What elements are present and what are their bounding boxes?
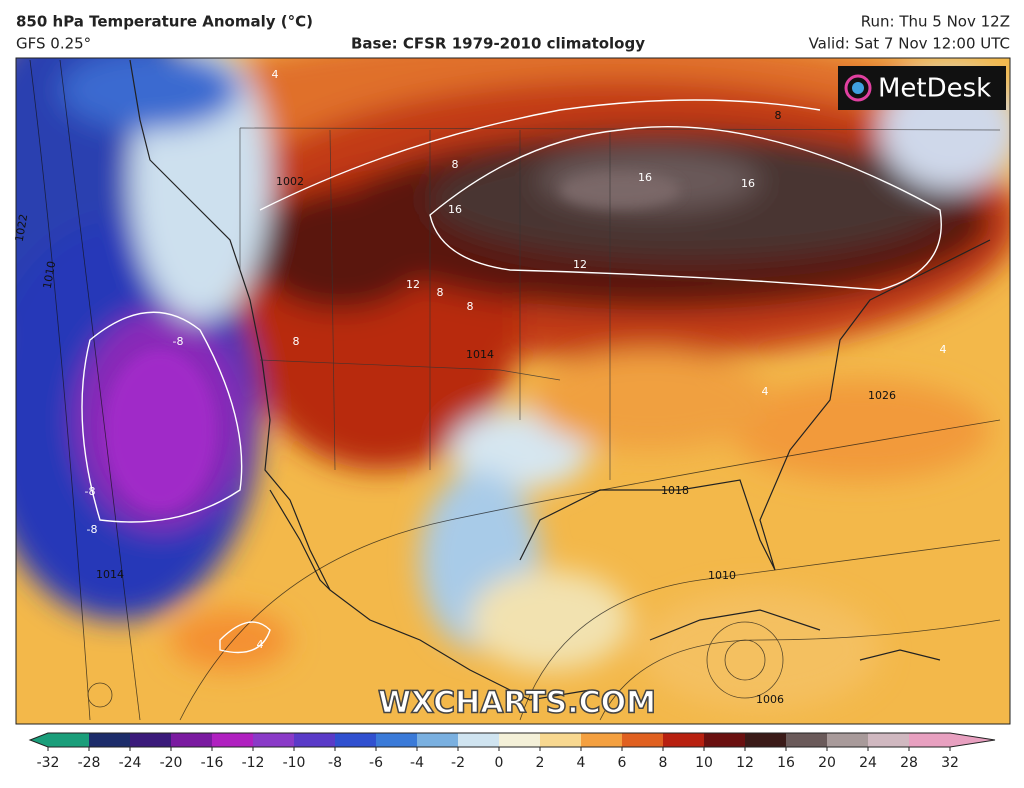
colorbar-extend-low	[30, 733, 48, 747]
contour-label: 8	[775, 109, 782, 122]
contour-label: 1002	[276, 175, 304, 188]
colorbar-segment	[89, 733, 131, 747]
contour-label: 1026	[868, 389, 896, 402]
colorbar-segment	[171, 733, 213, 747]
contour-label: 16	[448, 203, 462, 216]
run-label: Run: Thu 5 Nov 12Z	[861, 13, 1010, 31]
contour-label: -8	[85, 485, 96, 498]
colorbar-tick-label: -32	[37, 755, 60, 771]
map-area	[16, 58, 1010, 724]
colorbar-extend-high	[950, 733, 995, 747]
colorbar-segment	[376, 733, 418, 747]
contour-label: 8	[437, 286, 444, 299]
colorbar-tick-label: 8	[659, 755, 668, 771]
colorbar-tick-label: -2	[451, 755, 465, 771]
colorbar-segment	[868, 733, 910, 747]
contour-label: 1006	[756, 693, 784, 706]
colorbar-tick-label: -28	[78, 755, 101, 771]
contour-label: 1014	[96, 568, 124, 581]
colorbar-tick-label: 24	[859, 755, 877, 771]
colorbar-segment	[130, 733, 172, 747]
colorbar-tick-label: -20	[160, 755, 183, 771]
colorbar-segment	[663, 733, 705, 747]
colorbar-tick-label: -24	[119, 755, 142, 771]
contour-label: 16	[638, 171, 652, 184]
contour-label: 1010	[41, 260, 59, 290]
colorbar-segment	[253, 733, 295, 747]
colorbar-segment	[499, 733, 541, 747]
colorbar-tick-label: -12	[242, 755, 265, 771]
base-label: Base: CFSR 1979-2010 climatology	[351, 35, 645, 53]
contour-label: 4	[940, 343, 947, 356]
watermark: WXCHARTS.COM	[378, 686, 656, 721]
colorbar-segment	[827, 733, 869, 747]
colorbar-tick-label: 20	[818, 755, 836, 771]
colorbar-segment	[581, 733, 623, 747]
colorbar-segment	[540, 733, 582, 747]
coastlines	[129, 59, 991, 701]
colorbar-segment	[48, 733, 90, 747]
contour-label: 4	[272, 68, 279, 81]
colorbar-tick-label: 0	[495, 755, 504, 771]
map-frame	[15, 57, 1011, 725]
logo-mark	[844, 74, 872, 102]
contour-label: 4	[257, 638, 264, 651]
contour-label: 1018	[661, 484, 689, 497]
colorbar-tick-label: -6	[369, 755, 383, 771]
contour-label: 12	[406, 278, 420, 291]
colorbar-segment	[704, 733, 746, 747]
colorbar-segment	[335, 733, 377, 747]
contour-labels: 1002 8 16 16 16 12 12 8 8 8 1014 1018 1022 1010 1026 4 4…	[13, 68, 947, 706]
contour-label: 8	[452, 158, 459, 171]
colorbar-tick-label: 2	[536, 755, 545, 771]
contour-label: -8	[87, 523, 98, 536]
colorbar-tick-label: -10	[283, 755, 306, 771]
contour-label: 1014	[466, 348, 494, 361]
colorbar-tick-label: 12	[736, 755, 754, 771]
colorbar-segment	[458, 733, 500, 747]
colorbar-segment	[294, 733, 336, 747]
colorbar-tick-label: 10	[695, 755, 713, 771]
contour-label: 4	[762, 385, 769, 398]
borders	[239, 127, 1001, 480]
colorbar-tick-label: 16	[777, 755, 795, 771]
colorbar-tick-label: 32	[941, 755, 959, 771]
isobars	[29, 59, 1001, 721]
colorbar-segment	[909, 733, 951, 747]
map-title: 850 hPa Temperature Anomaly (°C)	[16, 13, 313, 31]
contour-label: 16	[741, 177, 755, 190]
colorbar-segment	[786, 733, 828, 747]
colorbar-tick-label: -8	[328, 755, 342, 771]
valid-label: Valid: Sat 7 Nov 12:00 UTC	[809, 35, 1010, 53]
contour-label: 1022	[13, 213, 31, 243]
contour-label: -8	[173, 335, 184, 348]
logo-text: MetDesk	[878, 74, 991, 104]
model-label: GFS 0.25°	[16, 35, 91, 53]
logo-box	[838, 66, 1006, 110]
colorbar-tick-label: -4	[410, 755, 424, 771]
contour-label: 1010	[708, 569, 736, 582]
colorbar-segment	[745, 733, 787, 747]
anomaly-detail	[105, 172, 680, 510]
colorbar-tick-label: -16	[201, 755, 224, 771]
colorbar-segment	[212, 733, 254, 747]
colorbar-tick-label: 6	[618, 755, 627, 771]
colorbar-segment	[417, 733, 459, 747]
colorbar-tick-label: 4	[577, 755, 586, 771]
contour-label: 8	[293, 335, 300, 348]
contour-label: 12	[573, 258, 587, 271]
anomaly-contours	[81, 99, 942, 654]
contour-label: 8	[467, 300, 474, 313]
colorbar-segment	[622, 733, 664, 747]
colorbar-tick-label: 28	[900, 755, 918, 771]
colorbar: -32 -28 -24 -20 -16 -12 -10 -8 -6 -4 -2 0 2 4 6 8 10 12 16…	[28, 732, 996, 771]
